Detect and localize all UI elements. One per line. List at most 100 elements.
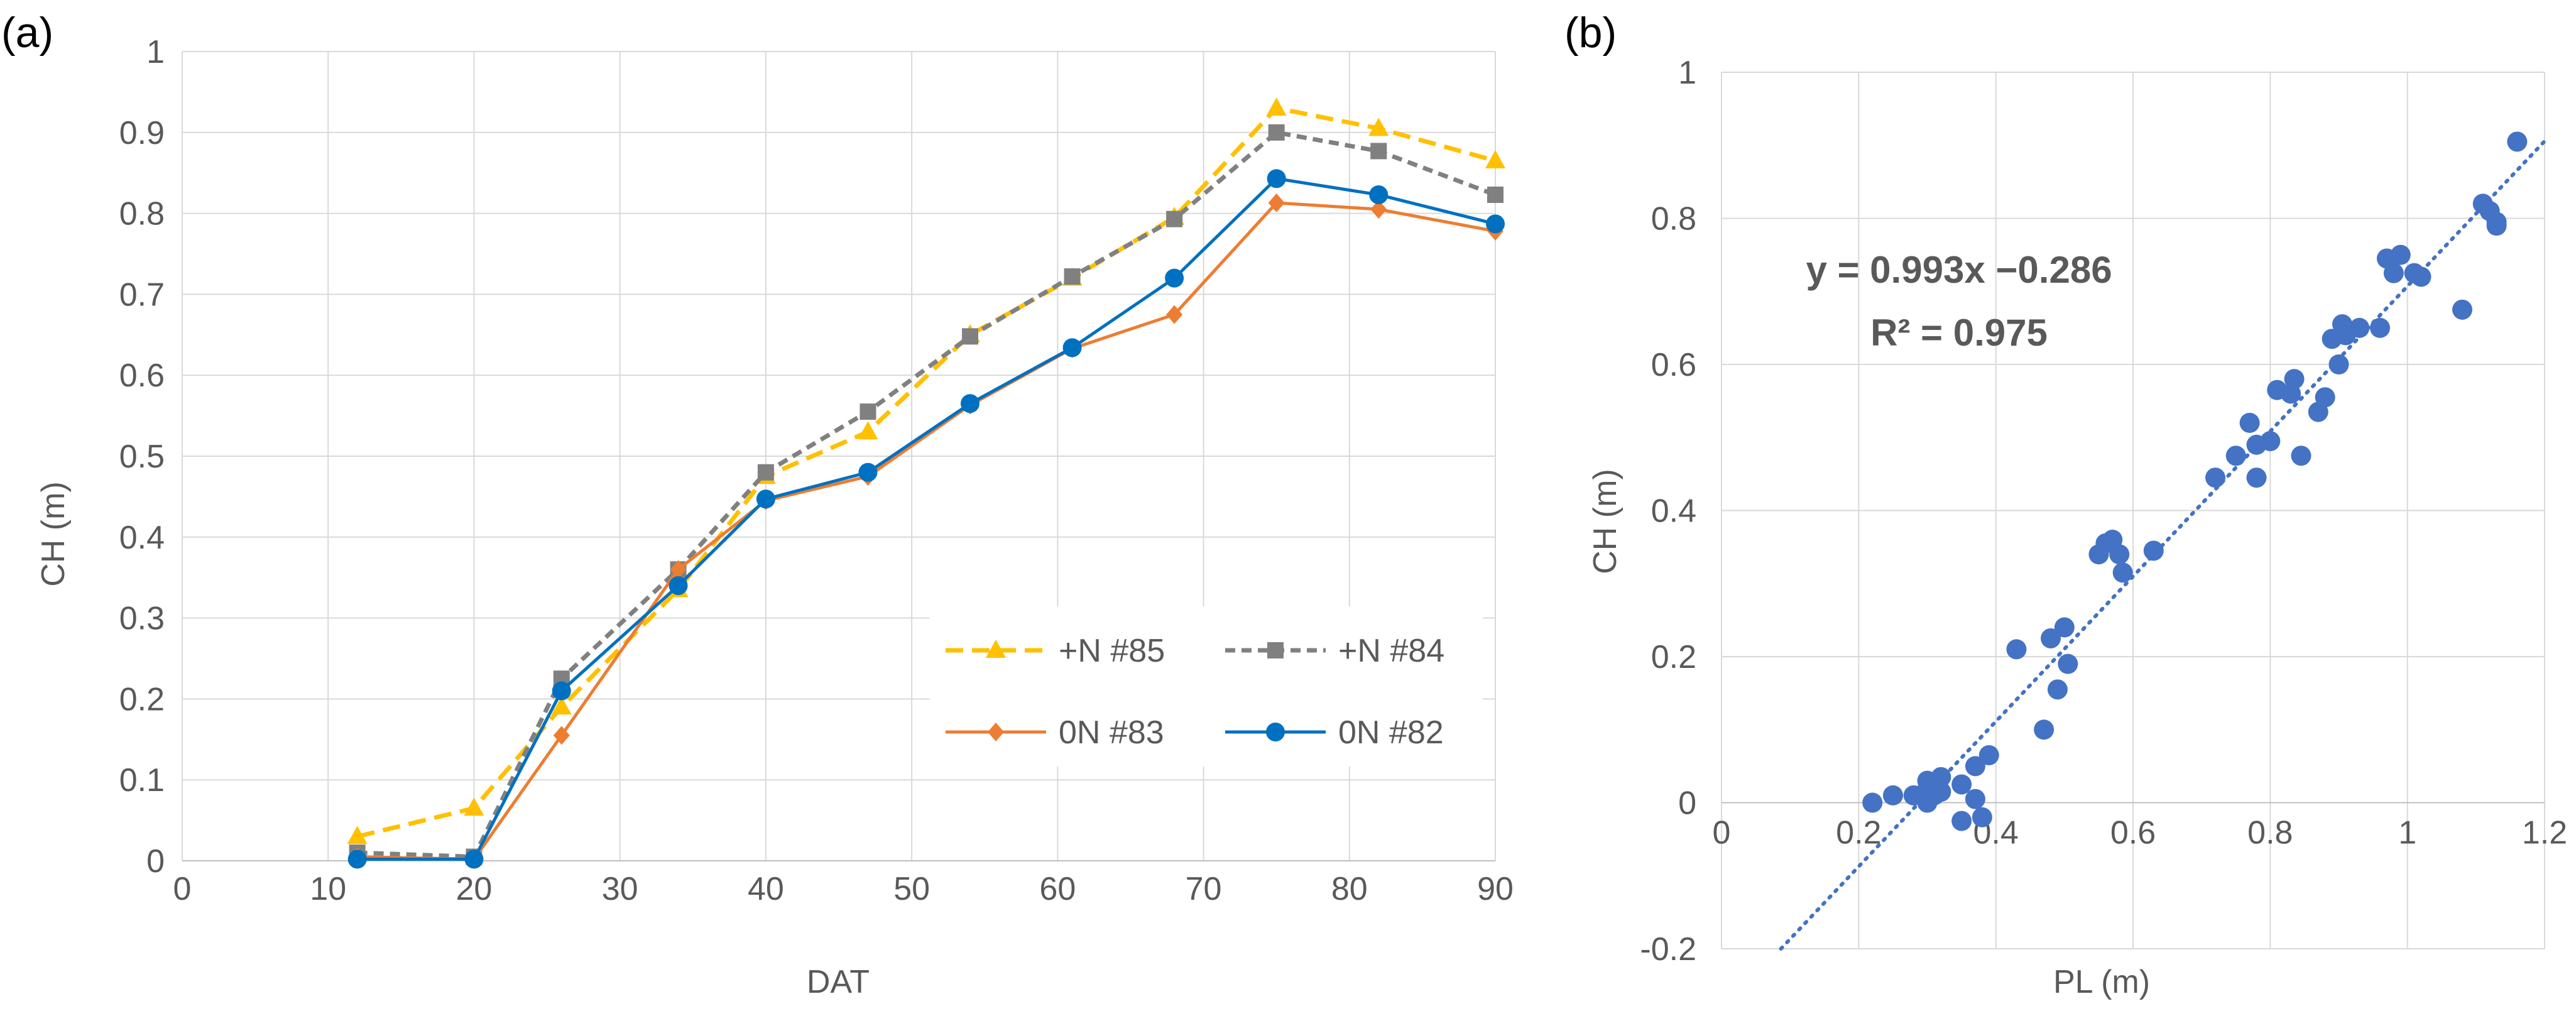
scatter-point [2205, 467, 2225, 488]
scatter-point [1951, 774, 1972, 795]
legend-label: 0N #82 [1338, 714, 1444, 751]
panel-a-line-chart: (a) 0 10 20 30 40 50 60 70 80 9000.10.20.30.40.50… [1, 9, 1514, 1000]
scatter-point [1882, 785, 1903, 806]
y-tick-label: 0.5 [119, 439, 165, 475]
series-line [357, 130, 1497, 860]
scatter-point [2411, 266, 2431, 287]
scatter-point [2058, 653, 2078, 674]
data-point [1370, 143, 1387, 160]
panel-b-tick-labels: 0 0.2 0.4 0.6 0.8 1 1.2-0.200.20.40.60.81 [1640, 55, 2567, 968]
legend-label: +N #85 [1059, 633, 1165, 669]
x-tick-label: 10 [310, 871, 346, 907]
panel-a-y-axis-title: CH (m) [35, 481, 72, 587]
y-tick-label: 0.3 [119, 601, 165, 637]
y-tick-label: 0.1 [119, 762, 165, 799]
scatter-point [2006, 639, 2027, 660]
data-point [858, 421, 878, 440]
scatter-point [2452, 299, 2472, 320]
data-point [1266, 97, 1287, 116]
x-tick-label: 40 [748, 871, 784, 907]
panel-b-x-axis-title: PL (m) [2053, 964, 2150, 1000]
scatter-point [1862, 792, 1883, 813]
panel-b-trendline [1779, 139, 2546, 951]
y-tick-label: 0.4 [1651, 493, 1696, 530]
data-point [347, 826, 368, 844]
scatter-point [2291, 445, 2311, 466]
data-point [1267, 169, 1286, 188]
scatter-point [2246, 467, 2267, 488]
x-tick-label: 0 [1713, 815, 1731, 851]
data-point [962, 328, 978, 345]
scatter-point [1972, 807, 1992, 828]
x-tick-label: 30 [602, 871, 638, 907]
legend-item-0n-82: 0N #82 [1225, 714, 1444, 751]
data-point [1268, 193, 1285, 212]
y-tick-label: 0 [1678, 785, 1696, 822]
data-point [1368, 117, 1389, 136]
x-tick-label: 20 [456, 871, 493, 907]
legend-label: +N #84 [1338, 633, 1444, 669]
x-tick-label: 90 [1477, 871, 1514, 907]
legend-item-n-85: +N #85 [946, 633, 1165, 669]
y-tick-label: 0.9 [119, 115, 165, 151]
series-line [357, 177, 1496, 861]
data-point [1062, 338, 1082, 358]
legend-item-0n-83: 0N #83 [946, 714, 1164, 751]
legend-label: 0N #83 [1059, 714, 1164, 751]
y-tick-label: 0.6 [1651, 347, 1696, 383]
x-tick-label: 60 [1039, 871, 1076, 907]
x-tick-label: 0.2 [1836, 815, 1881, 851]
scatter-point [2315, 387, 2335, 408]
legend-marker [986, 640, 1006, 658]
y-tick-label: 0.2 [119, 681, 165, 718]
legend-marker [1266, 723, 1285, 741]
y-tick-label: 0.8 [119, 196, 165, 232]
data-point [1268, 124, 1285, 141]
y-tick-label: -0.2 [1640, 931, 1696, 968]
y-tick-label: 0.6 [119, 358, 165, 394]
scatter-point [2112, 562, 2133, 583]
data-point [670, 560, 687, 579]
x-tick-label: 50 [893, 871, 930, 907]
data-point [1064, 268, 1081, 285]
data-point [757, 464, 774, 481]
legend-item-n-84: +N #84 [1225, 633, 1444, 669]
x-tick-label: 80 [1331, 871, 1368, 907]
x-tick-label: 0 [173, 871, 192, 907]
x-tick-label: 0.6 [2110, 815, 2156, 851]
y-tick-label: 0.2 [1651, 639, 1696, 675]
panel-a-label: (a) [1, 9, 53, 57]
data-point [551, 696, 572, 715]
x-tick-label: 1 [2398, 815, 2416, 851]
data-point [1165, 268, 1184, 288]
scatter-point [1965, 756, 1985, 777]
scatter-point [2034, 719, 2055, 740]
scatter-point [2383, 263, 2404, 283]
scatter-point [2486, 216, 2507, 236]
scatter-point [1965, 789, 1985, 809]
panel-a-legend: +N #85 +N #84 0N #83 0N #82 [930, 606, 1483, 767]
data-point [1166, 305, 1183, 324]
panel-b-points [1862, 131, 2528, 831]
data-point [669, 576, 688, 596]
y-tick-label: 0.7 [119, 276, 165, 313]
scatter-point [2284, 369, 2305, 390]
scatter-point [2328, 354, 2349, 374]
data-point [1369, 185, 1389, 204]
data-point [1370, 200, 1387, 219]
data-point [553, 726, 570, 745]
legend-marker [1267, 642, 1284, 658]
x-tick-label: 0.8 [2247, 815, 2293, 851]
scatter-point [2041, 628, 2061, 648]
scatter-point [2349, 317, 2370, 338]
data-point [464, 797, 484, 816]
data-point [464, 849, 484, 869]
y-tick-label: 0.8 [1651, 201, 1696, 238]
data-point [552, 681, 571, 701]
panel-b-scatter-chart: (b) 0 0.2 0.4 0.6 0.8 1 1.2-0.200.20.40.60.81 … [1564, 9, 2567, 1000]
legend-background [930, 606, 1483, 767]
panel-a-tick-labels: 0 10 20 30 40 50 60 70 80 90 0 0.1 0.2 0.3 0.4 0.5 0.6 0.… [119, 34, 1514, 907]
scatter-point [2047, 679, 2068, 700]
